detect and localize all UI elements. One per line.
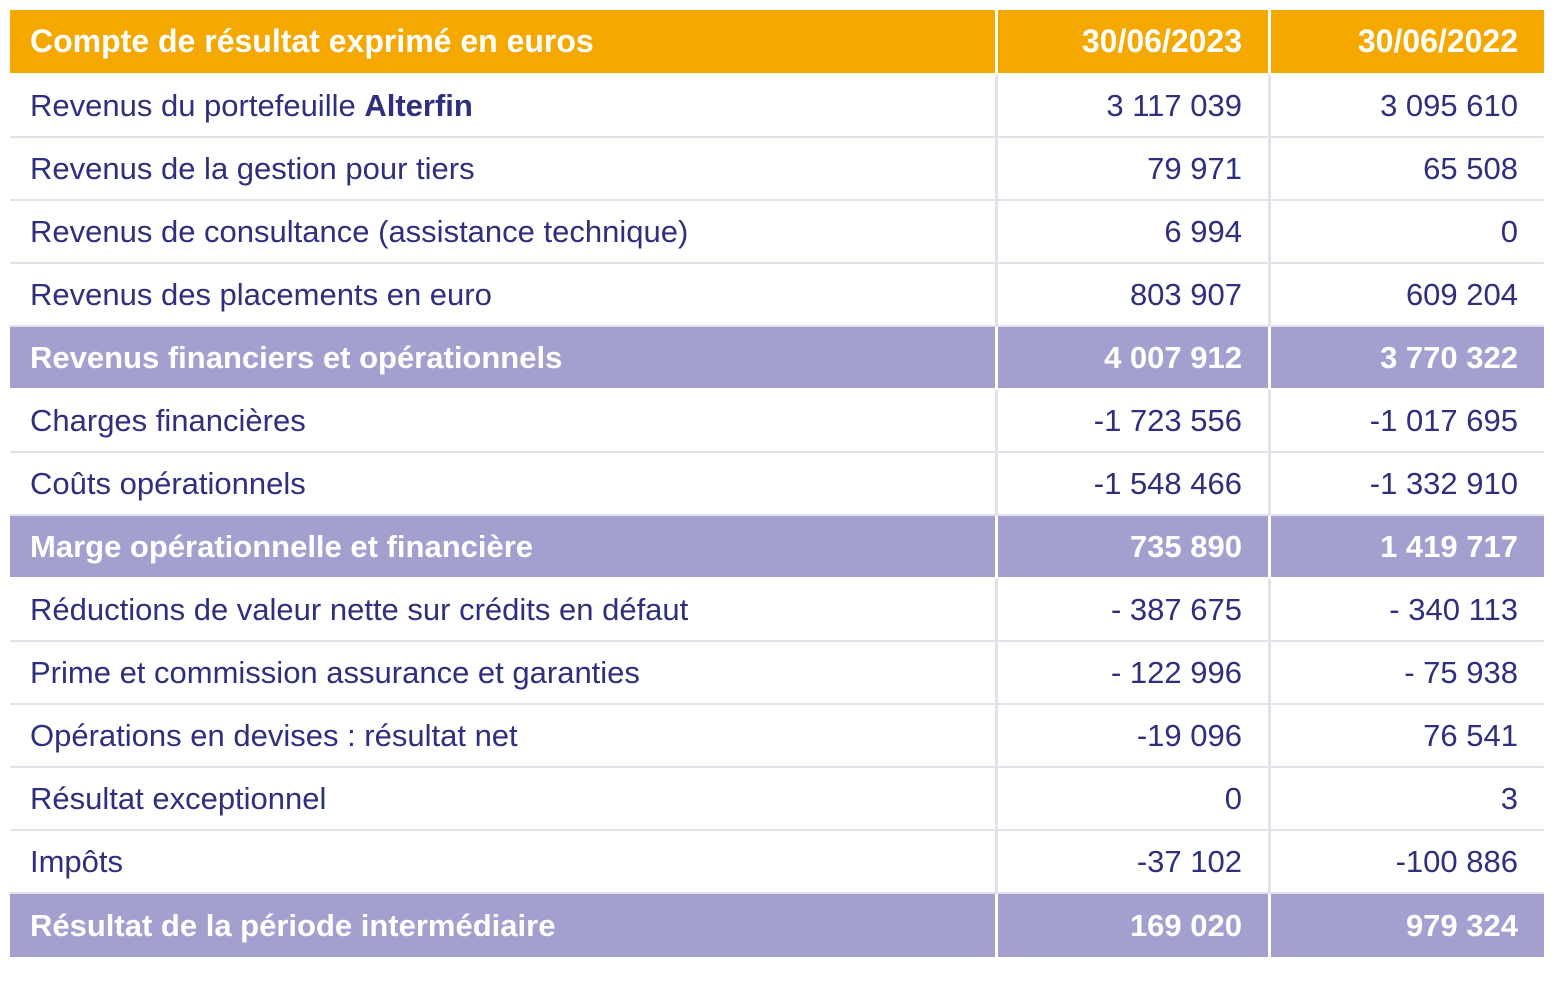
header-2022: 30/06/2022 [1271, 10, 1544, 75]
table-row: Opérations en devises : résultat net -19… [10, 705, 1544, 768]
table-row: Résultat exceptionnel 0 3 [10, 768, 1544, 831]
table-row: Revenus de la gestion pour tiers 79 971 … [10, 138, 1544, 201]
value-2023: -19 096 [998, 705, 1271, 768]
value-2023: - 387 675 [998, 579, 1271, 642]
total-2023: 169 020 [998, 894, 1271, 957]
value-2022: -1 332 910 [1271, 453, 1544, 516]
subtotal-row: Revenus financiers et opérationnels 4 00… [10, 327, 1544, 390]
table-row: Revenus de consultance (assistance techn… [10, 201, 1544, 264]
row-label: Revenus des placements en euro [10, 264, 998, 327]
table-row: Charges financières -1 723 556 -1 017 69… [10, 390, 1544, 453]
value-2022: 3 095 610 [1271, 75, 1544, 138]
table-row: Réductions de valeur nette sur crédits e… [10, 579, 1544, 642]
row-label: Revenus de la gestion pour tiers [10, 138, 998, 201]
row-label: Coûts opérationnels [10, 453, 998, 516]
value-2023: 0 [998, 768, 1271, 831]
brand-name: Alterfin [364, 87, 473, 123]
value-2023: -1 548 466 [998, 453, 1271, 516]
value-2022: -1 017 695 [1271, 390, 1544, 453]
header-label: Compte de résultat exprimé en euros [10, 10, 998, 75]
total-row: Résultat de la période intermédiaire 169… [10, 894, 1544, 957]
subtotal-2022: 3 770 322 [1271, 327, 1544, 390]
header-2023: 30/06/2023 [998, 10, 1271, 75]
table-row: Coûts opérationnels -1 548 466 -1 332 91… [10, 453, 1544, 516]
table-row: Revenus des placements en euro 803 907 6… [10, 264, 1544, 327]
value-2022: 65 508 [1271, 138, 1544, 201]
value-2022: - 75 938 [1271, 642, 1544, 705]
value-2023: 79 971 [998, 138, 1271, 201]
value-2023: -37 102 [998, 831, 1271, 894]
value-2023: -1 723 556 [998, 390, 1271, 453]
subtotal-2022: 1 419 717 [1271, 516, 1544, 579]
row-label: Revenus du portefeuille Alterfin [10, 75, 998, 138]
row-label: Impôts [10, 831, 998, 894]
subtotal-2023: 735 890 [998, 516, 1271, 579]
income-statement-table: Compte de résultat exprimé en euros 30/0… [10, 10, 1544, 957]
value-2023: 803 907 [998, 264, 1271, 327]
total-label: Résultat de la période intermédiaire [10, 894, 998, 957]
value-2022: 0 [1271, 201, 1544, 264]
value-2022: 76 541 [1271, 705, 1544, 768]
value-2023: 6 994 [998, 201, 1271, 264]
table-row: Impôts -37 102 -100 886 [10, 831, 1544, 894]
row-label: Prime et commission assurance et garanti… [10, 642, 998, 705]
subtotal-label: Marge opérationnelle et financière [10, 516, 998, 579]
total-2022: 979 324 [1271, 894, 1544, 957]
value-2022: -100 886 [1271, 831, 1544, 894]
value-2023: 3 117 039 [998, 75, 1271, 138]
table-row: Revenus du portefeuille Alterfin 3 117 0… [10, 75, 1544, 138]
value-2022: 609 204 [1271, 264, 1544, 327]
row-label: Charges financières [10, 390, 998, 453]
subtotal-2023: 4 007 912 [998, 327, 1271, 390]
row-label: Réductions de valeur nette sur crédits e… [10, 579, 998, 642]
subtotal-row: Marge opérationnelle et financière 735 8… [10, 516, 1544, 579]
value-2022: 3 [1271, 768, 1544, 831]
value-2022: - 340 113 [1271, 579, 1544, 642]
subtotal-label: Revenus financiers et opérationnels [10, 327, 998, 390]
row-label: Résultat exceptionnel [10, 768, 998, 831]
value-2023: - 122 996 [998, 642, 1271, 705]
row-label-prefix: Revenus du portefeuille [30, 87, 365, 123]
row-label: Revenus de consultance (assistance techn… [10, 201, 998, 264]
table-header-row: Compte de résultat exprimé en euros 30/0… [10, 10, 1544, 75]
row-label: Opérations en devises : résultat net [10, 705, 998, 768]
table-row: Prime et commission assurance et garanti… [10, 642, 1544, 705]
